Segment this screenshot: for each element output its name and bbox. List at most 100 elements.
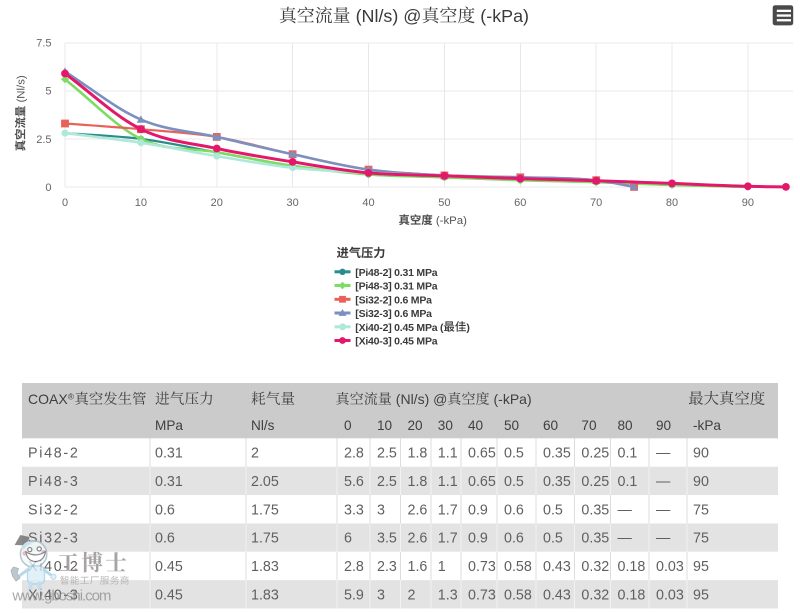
svg-text:0.73: 0.73 [468,587,496,603]
svg-text:MPa: MPa [155,418,183,433]
svg-text:80: 80 [666,197,678,209]
svg-text:0.65: 0.65 [468,446,496,462]
svg-text:0.1: 0.1 [618,446,638,462]
svg-text:10: 10 [135,197,147,209]
svg-text:0.43: 0.43 [543,559,571,575]
svg-text:20: 20 [211,197,223,209]
svg-text:0.6: 0.6 [155,531,175,547]
svg-text:2.8: 2.8 [344,446,364,462]
svg-text:1.3: 1.3 [438,587,458,603]
svg-text:3.5: 3.5 [377,531,397,547]
svg-text:Si32-2: Si32-2 [28,502,80,518]
svg-text:Pi48-2: Pi48-2 [28,446,80,462]
svg-text:60: 60 [543,418,559,433]
svg-text:0.45: 0.45 [155,587,183,603]
svg-text:0: 0 [62,197,68,209]
svg-text:1: 1 [438,559,446,575]
svg-text:0.32: 0.32 [581,587,609,603]
svg-text:0.03: 0.03 [656,587,684,603]
svg-text:6: 6 [344,531,352,547]
svg-text:1.83: 1.83 [251,559,279,575]
svg-text:70: 70 [581,418,597,433]
svg-text:www.gboshi.com: www.gboshi.com [11,588,111,605]
svg-text:5.9: 5.9 [344,587,364,603]
svg-text:[Si32-2] 0.6 MPa: [Si32-2] 0.6 MPa [355,294,432,306]
svg-text:5: 5 [45,86,51,98]
svg-text:—: — [618,531,633,547]
svg-text:75: 75 [693,531,709,547]
svg-text:0.45: 0.45 [155,559,183,575]
svg-text:0.58: 0.58 [504,587,532,603]
svg-text:0.5: 0.5 [504,474,524,490]
svg-text:[Pi48-2] 0.31 MPa: [Pi48-2] 0.31 MPa [355,267,437,279]
svg-text:0.5: 0.5 [543,502,563,518]
svg-text:0.65: 0.65 [468,474,496,490]
svg-text:0.35: 0.35 [581,531,609,547]
svg-text:—: — [656,474,671,490]
svg-text:0.35: 0.35 [543,446,571,462]
svg-text:®: ® [68,392,75,402]
svg-text:(-kPa): (-kPa) [480,6,529,26]
svg-text:75: 75 [693,502,709,518]
svg-text:3.3: 3.3 [344,502,364,518]
svg-text:0.31: 0.31 [155,446,183,462]
svg-text:1.75: 1.75 [251,502,279,518]
svg-text:5.6: 5.6 [344,474,364,490]
svg-text:0.35: 0.35 [543,474,571,490]
svg-text:0.35: 0.35 [581,502,609,518]
svg-text:20: 20 [408,418,424,433]
svg-text:0.32: 0.32 [581,559,609,575]
svg-text:3: 3 [377,502,385,518]
svg-text:0.6: 0.6 [504,502,524,518]
svg-text:[Xi40-2] 0.45 MPa (: [Xi40-2] 0.45 MPa ( [355,322,444,334]
svg-text:1.75: 1.75 [251,531,279,547]
svg-text:2.8: 2.8 [344,559,364,575]
svg-text:2.5: 2.5 [377,446,397,462]
svg-text:50: 50 [438,197,450,209]
svg-text:(-kPa): (-kPa) [436,215,467,227]
svg-text:0.58: 0.58 [504,559,532,575]
svg-text:90: 90 [693,446,709,462]
svg-text:40: 40 [362,197,374,209]
svg-text:0.73: 0.73 [468,559,496,575]
svg-text:90: 90 [693,474,709,490]
svg-text:—: — [618,502,633,518]
svg-text:40: 40 [468,418,484,433]
svg-text:—: — [656,531,671,547]
svg-text:0.9: 0.9 [468,502,488,518]
svg-text:[Xi40-3] 0.45 MPa: [Xi40-3] 0.45 MPa [355,336,437,348]
svg-text:(Nl/s) @: (Nl/s) @ [396,391,448,407]
svg-text:0.6: 0.6 [155,502,175,518]
svg-text:0.5: 0.5 [504,446,524,462]
svg-text:0: 0 [344,418,352,433]
svg-text:Xi40-3: Xi40-3 [28,587,80,603]
svg-text:1.83: 1.83 [251,587,279,603]
svg-text:50: 50 [504,418,520,433]
svg-text:7.5: 7.5 [36,38,51,50]
svg-text:2.5: 2.5 [377,474,397,490]
svg-text:95: 95 [693,559,709,575]
svg-text:0.25: 0.25 [581,474,609,490]
svg-text:0.31: 0.31 [155,474,183,490]
svg-text:): ) [466,322,470,334]
svg-text:0.03: 0.03 [656,559,684,575]
svg-text:30: 30 [286,197,298,209]
svg-text:2: 2 [251,446,259,462]
svg-text:—: — [656,446,671,462]
svg-text:90: 90 [742,197,754,209]
svg-text:0: 0 [45,182,51,194]
svg-text:2.05: 2.05 [251,474,279,490]
svg-text:1.1: 1.1 [438,446,458,462]
svg-text:0.1: 0.1 [618,474,638,490]
svg-text:(Nl/s): (Nl/s) [16,75,28,102]
svg-text:(-kPa): (-kPa) [494,391,532,407]
svg-text:1.1: 1.1 [438,474,458,490]
svg-text:-kPa: -kPa [693,418,721,433]
svg-text:0.9: 0.9 [468,531,488,547]
svg-text:2.3: 2.3 [377,559,397,575]
svg-text:0.43: 0.43 [543,587,571,603]
svg-text:1.6: 1.6 [408,559,428,575]
svg-text:1.8: 1.8 [408,446,428,462]
svg-text:2.6: 2.6 [408,502,428,518]
svg-text:3: 3 [377,587,385,603]
